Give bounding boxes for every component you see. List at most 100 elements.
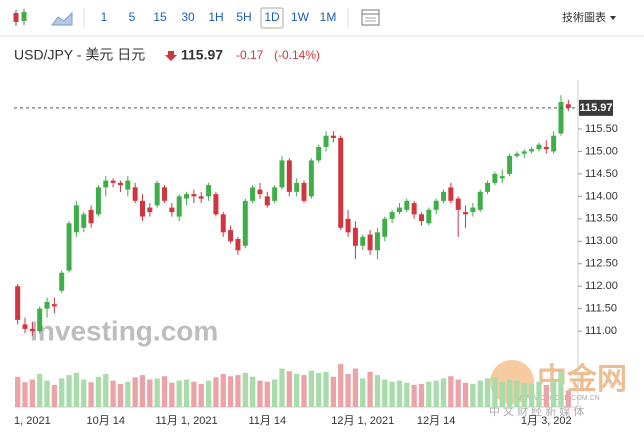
- volume-bar: [374, 375, 381, 407]
- candle-body: [477, 191, 483, 210]
- dropdown-arrow[interactable]: [610, 16, 616, 20]
- volume-bar: [272, 379, 278, 407]
- tools-menu[interactable]: 技術圖表: [562, 10, 606, 24]
- candle-body: [176, 196, 182, 217]
- interval-button[interactable]: 1H: [208, 10, 223, 24]
- interval-button[interactable]: 1M: [320, 10, 337, 24]
- volume-bar: [198, 383, 204, 407]
- volume-bar: [352, 368, 359, 407]
- candle-body: [110, 180, 116, 183]
- volume-bar: [59, 378, 65, 407]
- candle-body: [463, 212, 469, 215]
- y-tick-label: 111.50: [585, 303, 617, 315]
- candle-body: [367, 234, 373, 251]
- volume-bar: [147, 379, 153, 407]
- candle-body: [117, 182, 123, 186]
- interval-button[interactable]: 1D: [264, 10, 280, 24]
- candle-body: [73, 205, 79, 233]
- candle-body: [213, 194, 219, 215]
- candle-body: [389, 212, 395, 219]
- volume-bar: [440, 378, 447, 407]
- candle-body: [198, 196, 204, 199]
- volume-bar: [169, 382, 175, 407]
- candle-body: [264, 196, 270, 206]
- volume-bar: [411, 385, 417, 407]
- candle-body: [338, 137, 344, 228]
- y-tick-label: 114.50: [585, 168, 618, 180]
- interval-button[interactable]: 15: [153, 10, 167, 24]
- volume-bar: [514, 380, 520, 407]
- x-tick-label: 12月 1, 2021: [331, 415, 394, 427]
- volume-bar: [477, 380, 483, 407]
- y-tick-label: 114.00: [585, 190, 618, 202]
- table-icon[interactable]: [361, 9, 380, 26]
- change: -0.17: [236, 48, 264, 62]
- y-tick-label: 113.50: [585, 213, 618, 225]
- candle-body: [521, 151, 527, 154]
- interval-button[interactable]: 5: [129, 10, 136, 24]
- volume-bar: [103, 374, 109, 407]
- volume-bar: [44, 380, 50, 407]
- volume-bar: [323, 371, 329, 407]
- volume-bar: [213, 377, 219, 407]
- volume-bar: [279, 368, 285, 407]
- volume-bar: [264, 381, 270, 407]
- interval-button[interactable]: 30: [181, 10, 195, 24]
- volume-bar: [484, 378, 491, 407]
- volume-bar: [506, 379, 513, 407]
- candle-body: [228, 230, 234, 242]
- volume-bar: [73, 372, 80, 407]
- volume-bar: [294, 374, 300, 407]
- y-tick-label: 112.50: [585, 258, 618, 270]
- candle-body: [441, 191, 447, 201]
- volume-bar: [558, 371, 564, 407]
- interval-button[interactable]: 1W: [291, 10, 310, 24]
- candle-icon[interactable]: [13, 9, 27, 26]
- change-percent: (-0.14%): [274, 48, 320, 62]
- volume-bar: [132, 377, 138, 407]
- volume-bar: [95, 376, 102, 407]
- candle-body: [22, 324, 28, 329]
- y-tick-label: 115.50: [585, 123, 618, 135]
- volume-bar: [367, 371, 373, 407]
- candle-body: [286, 160, 292, 192]
- x-tick-label: 12月 14: [417, 415, 456, 427]
- symbol: USD/JPY - 美元 日元: [14, 47, 145, 63]
- candle-body: [323, 135, 329, 147]
- x-tick-label: 11月 1, 2021: [155, 415, 217, 427]
- volume-bar: [492, 377, 498, 407]
- volume-bar: [139, 375, 146, 407]
- volume-bar: [242, 372, 248, 407]
- candle-body: [103, 180, 109, 188]
- candle-body: [29, 328, 35, 332]
- watermark-brand: Investing.com: [30, 315, 218, 346]
- candle-body: [81, 214, 87, 228]
- volume-bar: [154, 378, 160, 407]
- volume-bar: [286, 371, 292, 407]
- candle-body: [499, 176, 505, 179]
- candle-body: [51, 304, 57, 307]
- volume-bar: [66, 375, 72, 407]
- volume-bar: [15, 376, 21, 407]
- candle-body: [162, 187, 168, 201]
- candle-body: [507, 155, 513, 174]
- area-icon[interactable]: [51, 11, 73, 26]
- candle-body: [242, 200, 248, 246]
- candle-body: [330, 135, 336, 138]
- candle-body: [433, 200, 439, 210]
- interval-button[interactable]: 1: [101, 10, 108, 24]
- volume-bar: [551, 379, 557, 407]
- interval-button[interactable]: 5H: [236, 10, 251, 24]
- active-interval-box: [260, 7, 284, 29]
- candle-body: [125, 180, 131, 190]
- volume-bar: [117, 383, 124, 407]
- candle-body: [272, 187, 278, 201]
- volume-bar: [521, 382, 527, 407]
- candle-body: [220, 214, 226, 233]
- candle-body: [529, 149, 535, 152]
- watermark-logo: 中金网: [537, 362, 627, 396]
- volume-bar: [110, 380, 116, 407]
- current-price-label: 115.97: [579, 102, 612, 114]
